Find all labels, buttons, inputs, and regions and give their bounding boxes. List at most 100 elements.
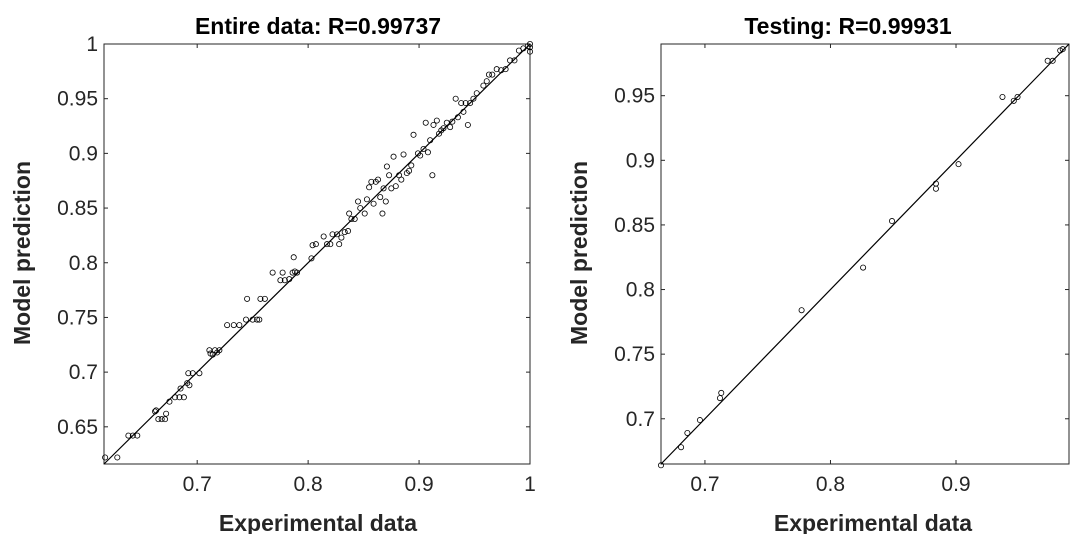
data-point [527,48,534,55]
x-axis-label: Experimental data [774,510,972,534]
x-tick-label: 0.8 [294,473,323,496]
data-point [470,95,477,102]
data-point [718,389,725,396]
axes-box [660,43,1070,465]
data-point [368,178,375,185]
x-tick-label: 0.8 [816,473,845,496]
data-point [269,269,276,276]
data-point [447,124,454,131]
y-tick-label: 0.9 [626,149,655,172]
data-point [327,241,334,248]
data-point [346,210,353,217]
data-point [427,137,434,144]
data-point [460,108,467,115]
data-point [152,408,159,415]
data-point [1044,57,1051,64]
data-point [336,241,343,248]
data-point [171,394,178,401]
chart-title: Entire data: R=0.99737 [195,13,441,39]
plot-area: 0.7 0.8 0.9 1 0.65 0.7 0.75 0.8 0.85 0.9 0.95 1 [57,33,536,496]
x-tick-label: 0.7 [690,473,719,496]
y-tick-label: 0.95 [614,85,655,108]
data-point [408,162,415,169]
x-tick-label: 0.9 [941,473,970,496]
data-point [351,215,358,222]
y-tick-label: 0.85 [57,197,98,220]
data-point [696,417,703,424]
data-point [257,295,264,302]
data-point [678,444,685,451]
data-point [309,242,316,249]
data-point [452,95,459,102]
data-point [658,462,665,469]
y-tick-label: 0.65 [57,416,98,439]
data-point [483,78,490,85]
chart-testing: Testing: R=0.99931 Experimental data Mod… [566,13,1070,534]
y-tick-label: 0.7 [69,361,98,384]
data-point [277,277,284,284]
chart-title: Testing: R=0.99931 [744,13,952,39]
data-point [717,395,724,402]
data-point [932,180,939,187]
data-point [383,163,390,170]
data-point [498,67,505,74]
data-point [485,71,492,78]
data-point [348,215,355,222]
axes-box [103,43,531,465]
data-point [1049,57,1056,64]
data-point [323,241,330,248]
data-point [196,370,203,377]
data-point [489,71,496,78]
data-point [392,183,399,190]
data-point [684,429,691,436]
data-point [511,57,518,64]
data-point [308,255,315,262]
data-point [400,151,407,158]
data-point [312,241,319,248]
y-tick-label: 0.75 [614,343,655,366]
data-point [458,100,465,107]
data-point [176,394,183,401]
x-tick-label: 0.9 [404,473,433,496]
plot-area: 0.7 0.8 0.9 0.7 0.75 0.8 0.85 0.9 0.95 [614,43,1070,496]
data-point [493,66,500,73]
data-point [254,316,261,323]
data-point [473,90,480,97]
data-point [386,172,393,179]
data-point [290,254,297,261]
data-point [467,100,474,107]
data-point [158,416,165,423]
data-point [230,322,237,329]
data-point [507,57,514,64]
data-point [1010,97,1017,104]
data-point [527,44,534,51]
data-point [422,119,429,126]
data-point [125,432,132,439]
data-point [261,295,268,302]
data-point [480,82,487,89]
data-point [341,229,348,236]
data-point [345,228,352,235]
data-point [134,432,141,439]
y-tick-label: 0.85 [614,214,655,237]
data-point [242,316,249,323]
x-tick-label: 0.7 [183,473,212,496]
data-point [320,233,327,240]
data-point [464,121,471,128]
data-point [377,194,384,201]
data-point [999,93,1006,100]
data-point [955,161,962,168]
x-axis-label: Experimental data [219,510,417,534]
data-point [888,218,895,225]
data-point [390,153,397,160]
data-point [163,410,170,417]
data-point [329,231,336,238]
chart-entire-data: Entire data: R=0.99737 Experimental data… [9,13,536,534]
data-point [379,210,386,217]
y-tick-label: 0.95 [57,88,98,111]
data-point [798,307,805,314]
fit-line [660,43,1070,465]
data-point [162,416,169,423]
data-point [129,432,136,439]
data-point [370,200,377,207]
